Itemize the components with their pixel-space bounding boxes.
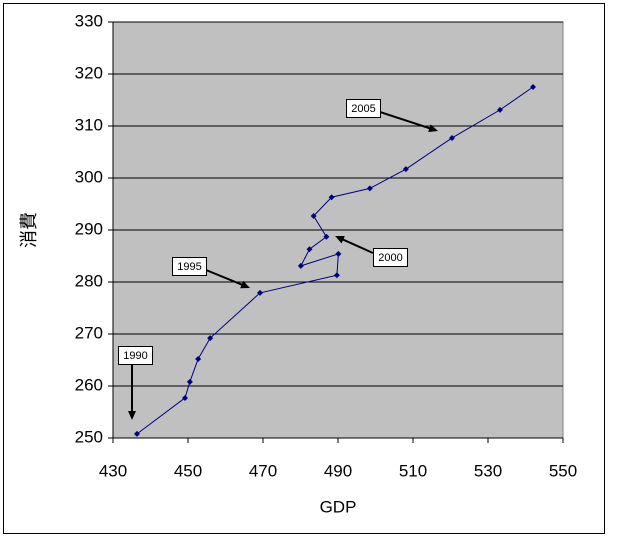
y-tick-label: 250 [75, 427, 103, 446]
data-point [366, 185, 373, 192]
x-tick-label: 530 [474, 461, 502, 480]
y-axis-label: 消費 [19, 212, 40, 248]
x-tick-label: 490 [324, 461, 352, 480]
data-point [333, 272, 340, 279]
data-point [530, 84, 536, 90]
annotation-arrowhead [335, 236, 345, 244]
data-point [257, 289, 263, 296]
y-tick-label: 260 [75, 375, 103, 394]
data-point [310, 212, 317, 219]
data-point [306, 246, 313, 253]
data-point [186, 378, 193, 385]
y-tick-label: 270 [75, 323, 103, 342]
series-line [136, 86, 534, 435]
y-tick-label: 300 [75, 167, 103, 186]
data-point [323, 233, 330, 240]
annotation-arrowhead [428, 124, 438, 132]
x-tick-label: 510 [399, 461, 427, 480]
annotation-arrowhead [128, 411, 136, 420]
x-axis-label: GDP [320, 497, 357, 516]
annotation-label: 1995 [177, 261, 201, 273]
annotation-label: 1990 [123, 350, 147, 362]
x-tick-label: 450 [174, 461, 202, 480]
y-tick-label: 310 [75, 115, 103, 134]
y-tick-label: 330 [75, 11, 103, 30]
data-point [402, 166, 409, 173]
data-point [328, 194, 335, 201]
data-point [207, 335, 214, 342]
y-tick-label: 290 [75, 219, 103, 238]
annotation-arrowhead [240, 280, 250, 289]
y-tick-label: 280 [75, 271, 103, 290]
x-tick-label: 430 [99, 461, 127, 480]
x-tick-label: 550 [549, 461, 577, 480]
annotation-arrow [379, 111, 433, 131]
data-point [449, 134, 455, 141]
y-tick-label: 320 [75, 63, 103, 82]
annotation-box [373, 248, 408, 267]
annotation-box [172, 257, 207, 276]
data-point [497, 106, 503, 113]
annotation-label: 2005 [351, 103, 375, 115]
annotation-box [346, 99, 381, 118]
data-point [297, 262, 304, 269]
annotation-arrow [205, 269, 245, 287]
x-tick-label: 470 [249, 461, 277, 480]
data-point [182, 394, 188, 401]
data-point [195, 355, 202, 362]
annotation-arrow [340, 237, 374, 254]
annotation-box [118, 346, 153, 365]
data-point [335, 250, 342, 257]
annotation-label: 2000 [378, 252, 402, 264]
data-point [134, 430, 140, 437]
